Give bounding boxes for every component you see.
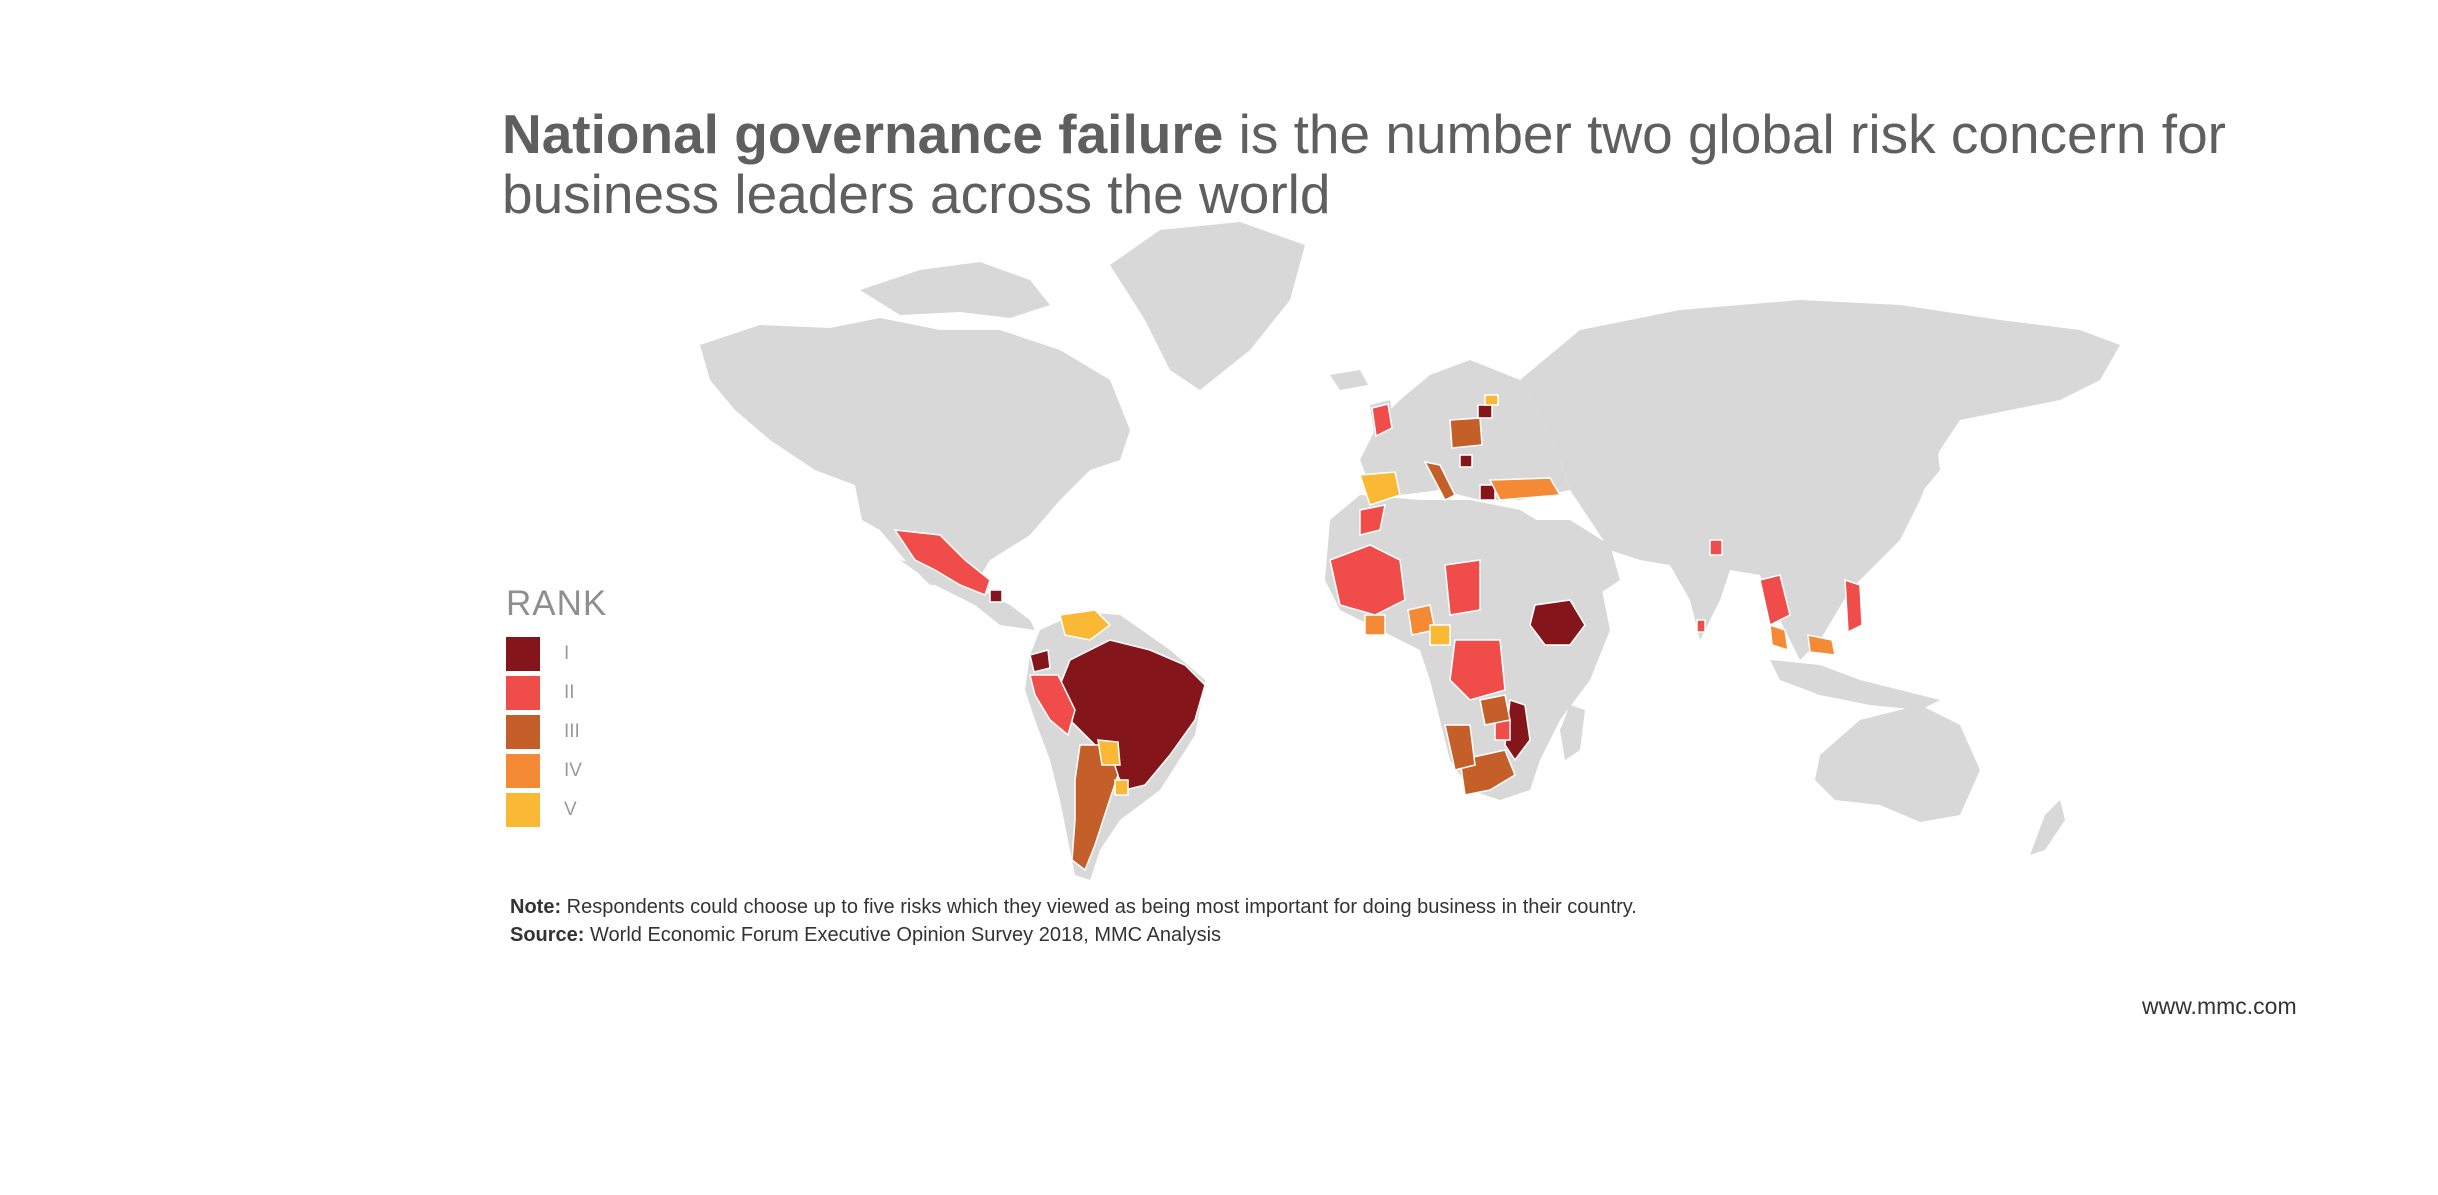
cote-divoire	[1364, 614, 1386, 636]
headline-rest: is the number two global risk concern fo…	[502, 103, 2226, 225]
sri-lanka	[1696, 619, 1706, 633]
japan	[1910, 430, 1940, 500]
note-line: Note: Respondents could choose up to fiv…	[510, 893, 1637, 921]
peru	[1029, 674, 1076, 737]
rank-1-countries	[989, 404, 1586, 791]
ecuador	[1029, 649, 1051, 673]
legend-swatch-3	[506, 714, 540, 749]
uk	[1371, 403, 1393, 438]
legend-item-4: IV	[506, 751, 607, 790]
headline: National governance failure is the numbe…	[502, 104, 2252, 224]
legend-item-5: V	[506, 790, 607, 829]
source-label: Source:	[510, 924, 585, 946]
legend-title: RANK	[506, 584, 608, 623]
legend-label-3: III	[564, 720, 580, 742]
legend: RANK I II III IV V	[506, 584, 607, 829]
arabia	[1520, 520, 1620, 600]
rank-5-countries	[1059, 394, 1499, 796]
guatemala	[989, 589, 1003, 603]
indonesia	[1770, 660, 1940, 710]
note-label: Note:	[510, 896, 562, 918]
lithuania	[1477, 404, 1493, 419]
new-zealand	[2030, 800, 2065, 855]
italy	[1423, 460, 1457, 501]
legend-item-2: II	[506, 673, 607, 712]
mexico	[893, 529, 991, 596]
australia	[1815, 705, 1980, 822]
poland	[1449, 417, 1483, 449]
bangladesh	[1709, 539, 1723, 556]
brazil	[1057, 639, 1206, 791]
legend-swatch-4	[506, 753, 540, 788]
cameroon-gabon	[1429, 624, 1451, 646]
chad	[1444, 559, 1481, 616]
bosnia	[1459, 454, 1473, 468]
latvia	[1484, 394, 1499, 406]
turkey	[1488, 477, 1562, 501]
indonesia-part	[1807, 634, 1836, 656]
dr-congo	[1449, 639, 1506, 701]
legend-label-2: II	[564, 681, 575, 703]
canada-islands	[860, 262, 1050, 318]
north-america	[700, 318, 1130, 585]
uruguay	[1114, 779, 1129, 796]
venezuela	[1059, 609, 1112, 641]
namibia	[1444, 724, 1476, 771]
website-link[interactable]: www.mmc.com	[2142, 993, 2297, 1019]
greenland	[1110, 222, 1305, 390]
legend-item-3: III	[506, 712, 607, 751]
legend-swatch-1	[506, 636, 540, 671]
morocco	[1359, 504, 1386, 536]
rank-4-countries	[1364, 477, 1836, 656]
ethiopia	[1529, 599, 1586, 646]
paraguay	[1097, 739, 1121, 766]
source-line: Source: World Economic Forum Executive O…	[510, 921, 1637, 949]
greece	[1479, 484, 1496, 501]
footnotes: Note: Respondents could choose up to fiv…	[510, 893, 1637, 949]
philippines	[1844, 578, 1863, 634]
iceland	[1330, 370, 1368, 390]
legend-label-1: I	[564, 642, 570, 664]
myanmar-thailand	[1759, 574, 1791, 627]
legend-swatch-5	[506, 792, 540, 827]
madagascar	[1560, 705, 1585, 760]
malaysia	[1769, 623, 1789, 652]
asia	[1520, 300, 2120, 660]
west-africa	[1329, 544, 1406, 616]
legend-label-4: IV	[564, 759, 582, 781]
tanzania	[1479, 694, 1511, 726]
rank-2-countries	[893, 403, 1863, 741]
note-text: Respondents could choose up to five risk…	[561, 896, 1637, 918]
legend-swatch-2	[506, 675, 540, 710]
spain	[1358, 471, 1401, 506]
central-america	[900, 560, 1035, 630]
legend-label-5: V	[564, 798, 577, 820]
headline-bold: National governance failure	[502, 103, 1224, 165]
legend-item-1: I	[506, 634, 607, 673]
source-text: World Economic Forum Executive Opinion S…	[584, 924, 1222, 946]
